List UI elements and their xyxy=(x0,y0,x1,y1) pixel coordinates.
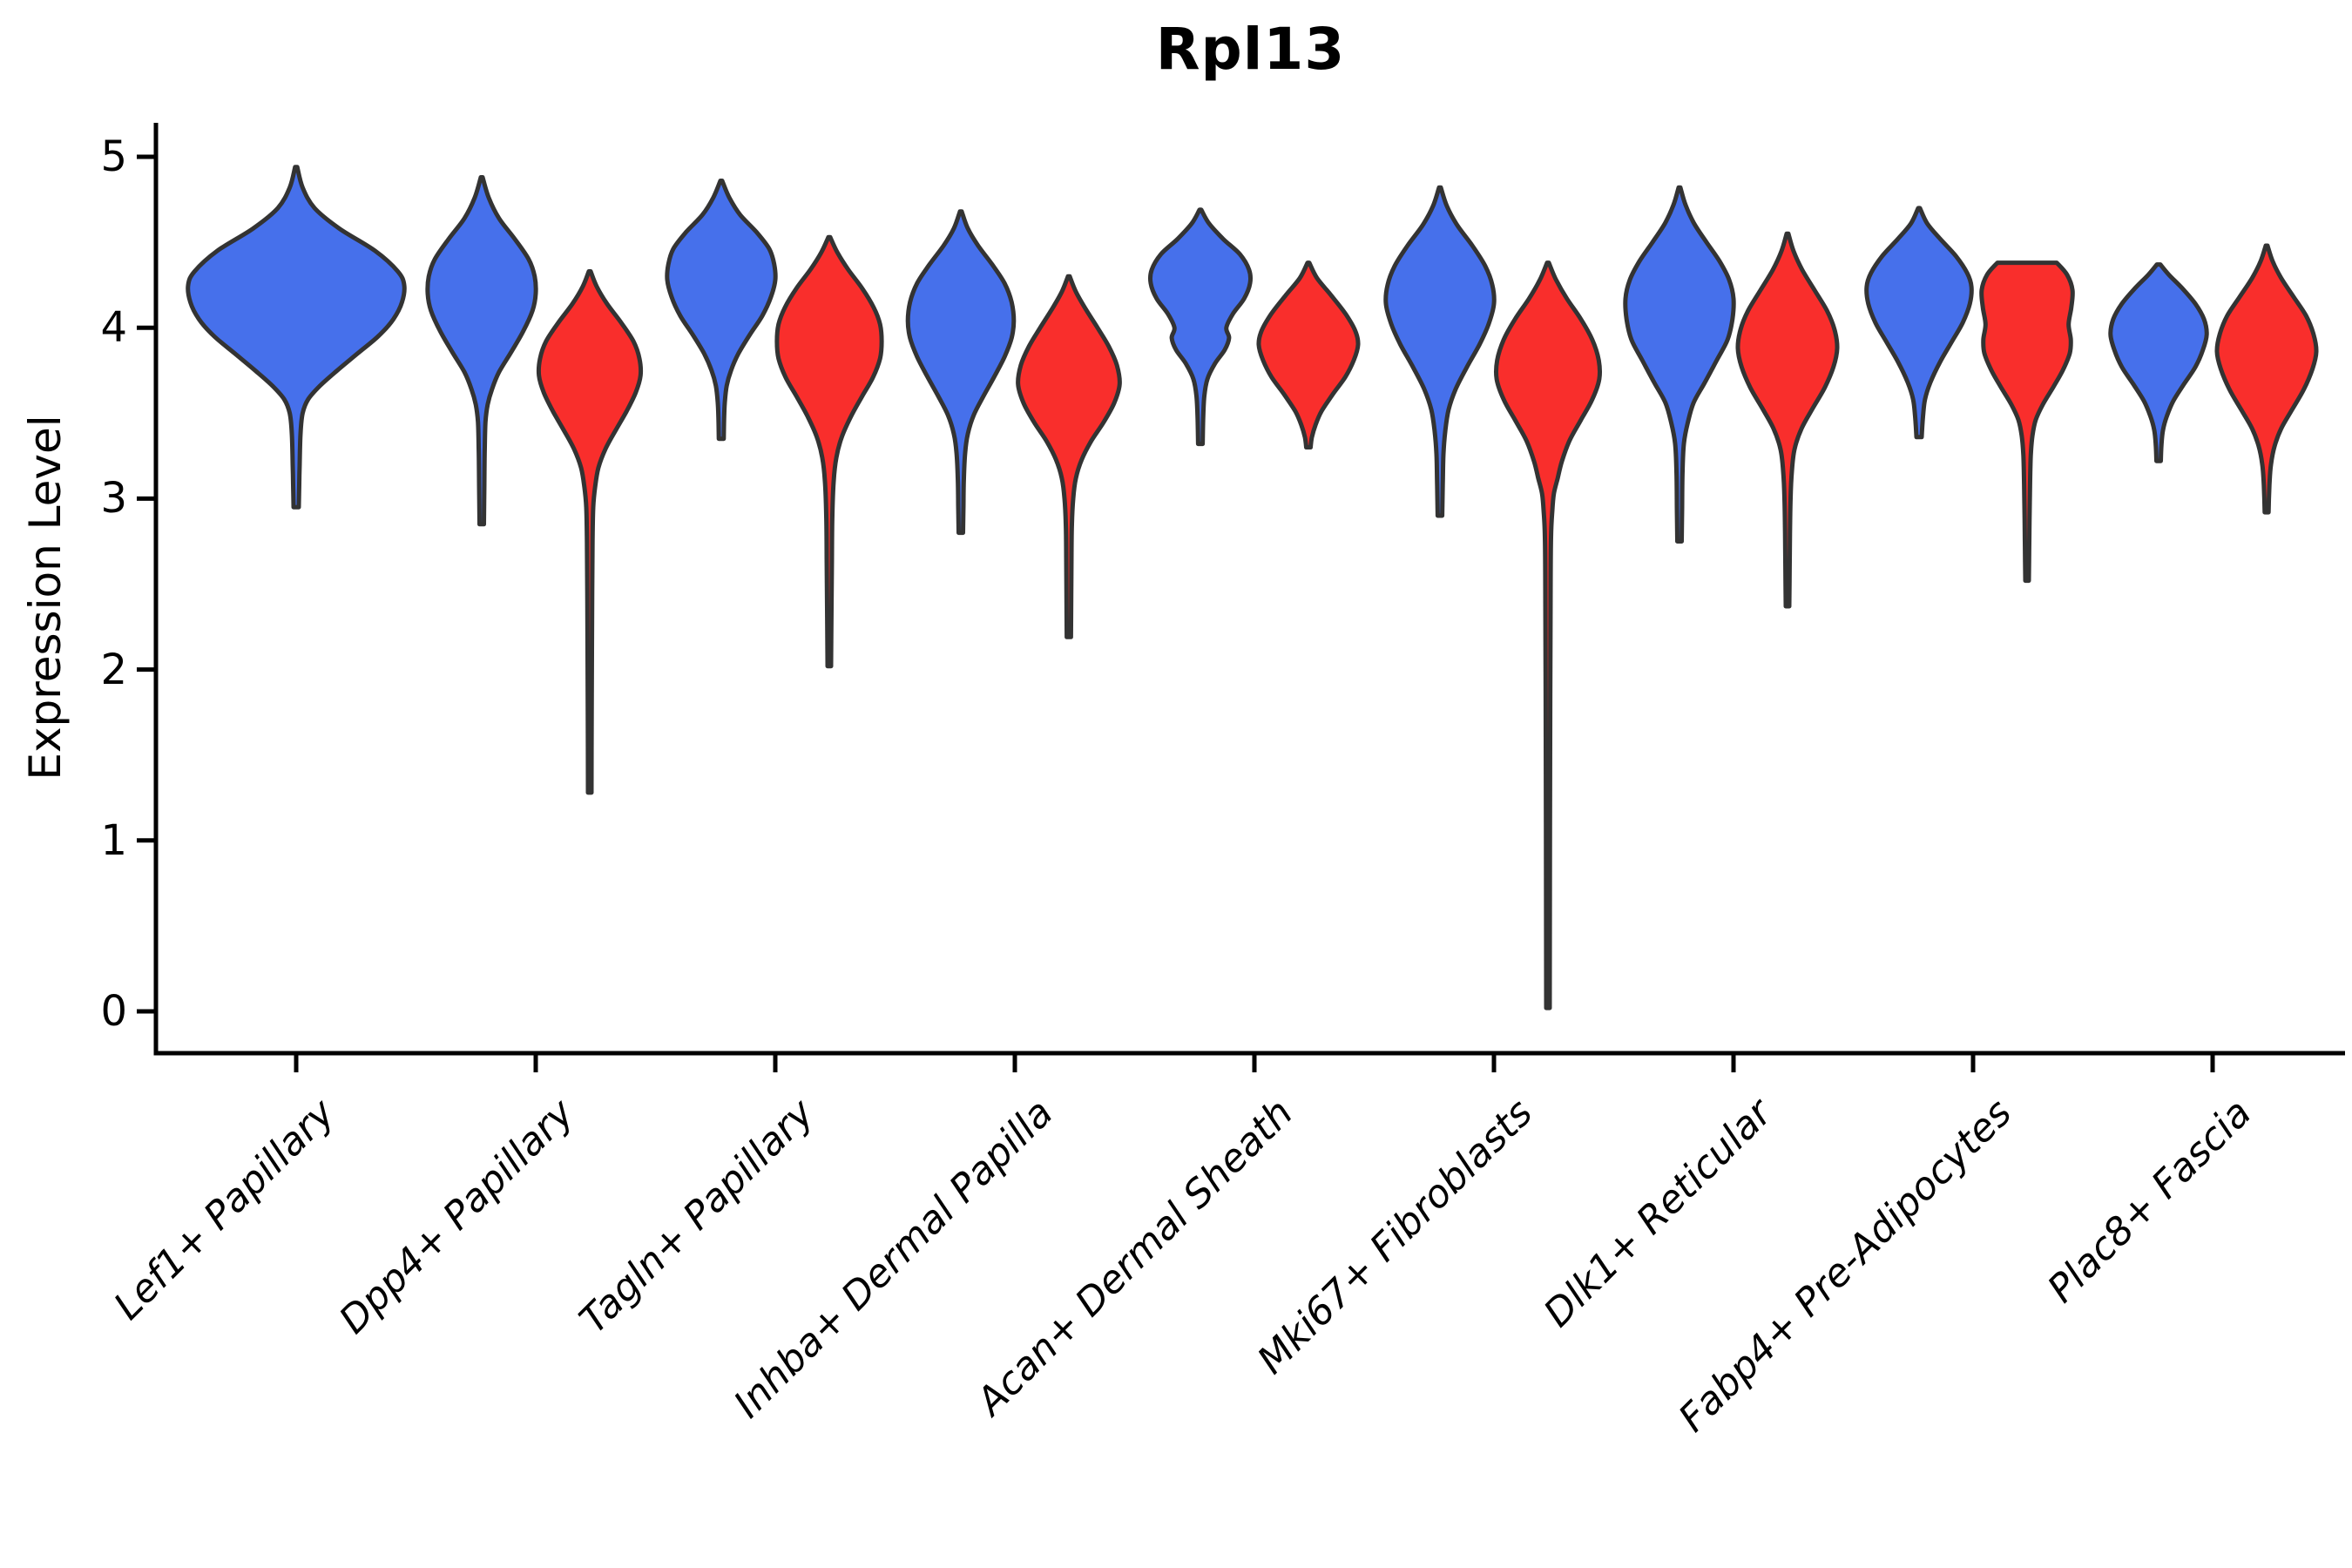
violin-blue-7 xyxy=(1864,206,1974,440)
y-tick-label-0: 0 xyxy=(100,987,127,1036)
axis-layer xyxy=(137,123,2345,1072)
violin-layer xyxy=(186,165,2319,1010)
violin-red-2 xyxy=(774,234,884,669)
violin-blue-2 xyxy=(665,179,778,442)
y-tick-label-4: 4 xyxy=(100,303,127,353)
violin-red-6 xyxy=(1735,231,1840,609)
violin-red-5 xyxy=(1493,260,1603,1010)
violin-blue-5 xyxy=(1383,185,1497,518)
violin-blue-3 xyxy=(905,209,1017,536)
violin-blue-8 xyxy=(2108,262,2209,463)
violin-red-3 xyxy=(1016,274,1122,639)
violin-red-4 xyxy=(1256,260,1361,449)
y-tick-label-5: 5 xyxy=(100,132,127,181)
violin-blue-0 xyxy=(186,165,407,510)
violin-blue-4 xyxy=(1147,207,1254,447)
y-tick-label-1: 1 xyxy=(100,815,127,865)
y-tick-label-3: 3 xyxy=(100,474,127,524)
violin-red-8 xyxy=(2214,243,2319,515)
violin-red-7 xyxy=(1979,260,2075,584)
violin-blue-6 xyxy=(1623,185,1736,544)
y-tick-label-2: 2 xyxy=(100,645,127,694)
y-axis-label: Expression Level xyxy=(20,415,71,781)
violin-red-1 xyxy=(536,269,644,795)
violin-blue-1 xyxy=(425,175,538,527)
plot-title: Rpl13 xyxy=(1155,16,1346,83)
